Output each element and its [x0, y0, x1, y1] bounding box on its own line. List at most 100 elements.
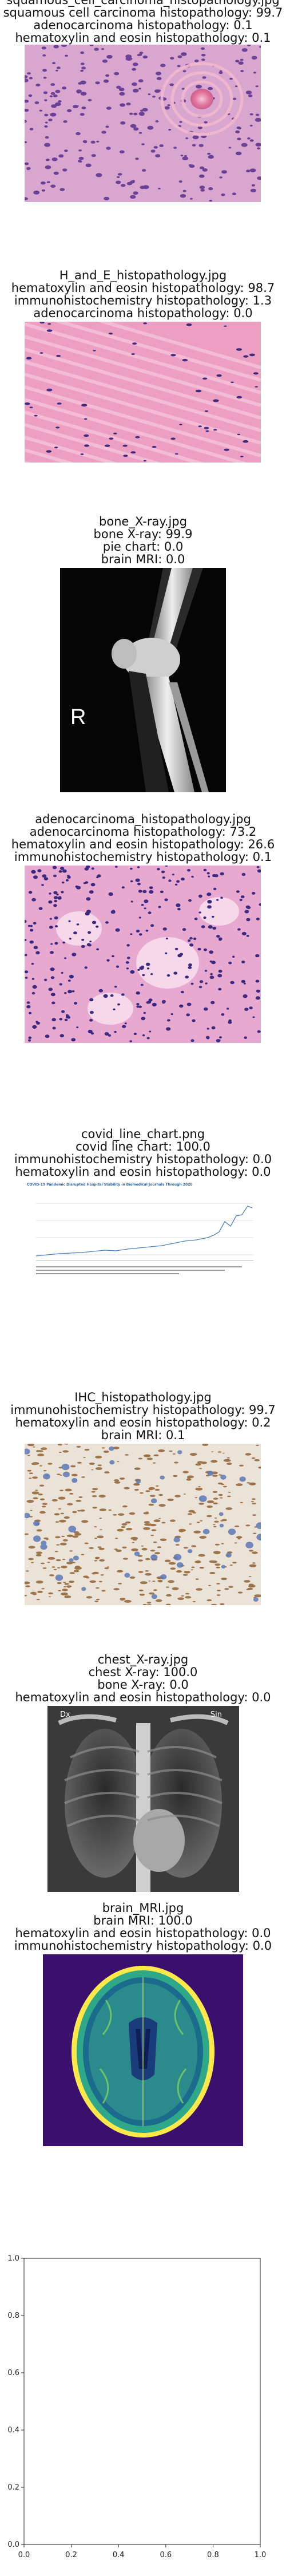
- nucleus-mark: [246, 935, 249, 937]
- nucleus-mark: [237, 137, 241, 141]
- nucleus-mark: [130, 970, 135, 974]
- nucleus-mark: [35, 1581, 43, 1584]
- nucleus-mark: [27, 924, 31, 927]
- nucleus-mark: [162, 876, 165, 879]
- y-tick-label: 0.2: [7, 2483, 19, 2492]
- nucleus-mark: [132, 180, 135, 182]
- nucleus-mark: [229, 1564, 233, 1566]
- nucleus-mark: [146, 1602, 152, 1604]
- panel-line-2: hematoxylin and eosin histopathology: 0.…: [15, 1926, 271, 1940]
- nucleus-mark: [32, 1446, 35, 1448]
- nucleus-mark: [86, 943, 91, 946]
- nucleus-mark: [253, 1597, 259, 1602]
- nucleus-mark: [165, 937, 168, 940]
- nucleus-mark: [57, 896, 62, 900]
- nucleus-mark: [210, 973, 213, 975]
- nucleus-mark: [149, 1030, 152, 1033]
- nucleus-mark: [221, 170, 227, 174]
- nucleus-mark: [61, 881, 65, 884]
- nucleus-mark: [63, 1586, 67, 1588]
- nucleus-mark: [124, 1487, 130, 1490]
- nucleus-mark: [166, 1027, 171, 1031]
- x-tick-label: 0.2: [65, 2551, 77, 2559]
- nucleus-mark: [41, 1588, 45, 1590]
- nucleus-mark: [256, 1534, 261, 1540]
- nucleus-mark: [228, 1021, 232, 1024]
- nucleus-mark: [227, 1463, 232, 1465]
- nucleus-mark: [170, 1013, 173, 1016]
- nucleus-mark: [114, 985, 117, 988]
- nucleus-mark: [194, 1497, 197, 1499]
- nucleus-mark: [257, 147, 260, 149]
- nucleus-mark: [153, 1541, 157, 1543]
- nucleus-mark: [74, 1532, 82, 1536]
- panel-filename: H_and_E_histopathology.jpg: [59, 268, 227, 282]
- nucleus-mark: [89, 998, 94, 1002]
- nucleus-mark: [195, 1578, 199, 1580]
- nucleus-mark: [201, 47, 205, 50]
- nucleus-mark: [219, 1512, 224, 1516]
- bone-xray-image: R: [60, 568, 226, 792]
- nucleus-mark: [187, 869, 190, 872]
- y-tick-label: 1.0: [7, 2254, 19, 2263]
- nucleus-mark: [142, 974, 145, 977]
- nucleus-mark: [204, 426, 209, 429]
- nucleus-mark: [121, 1526, 126, 1528]
- nucleus-mark: [53, 904, 57, 907]
- nucleus-mark: [201, 58, 205, 61]
- nucleus-mark: [26, 168, 30, 171]
- nucleus-mark: [106, 959, 110, 962]
- nucleus-mark: [145, 929, 149, 932]
- nucleus-mark: [68, 1581, 75, 1583]
- nucleus-mark: [58, 1590, 61, 1591]
- nucleus-mark: [176, 1570, 182, 1573]
- nucleus-mark: [46, 329, 53, 332]
- nucleus-mark: [143, 1012, 146, 1014]
- nucleus-mark: [32, 985, 37, 989]
- nucleus-mark: [59, 1034, 65, 1038]
- nucleus-mark: [142, 108, 148, 112]
- nucleus-mark: [55, 1559, 61, 1562]
- nucleus-mark: [25, 1581, 30, 1585]
- nucleus-mark: [67, 1586, 70, 1588]
- panel-filename: bone_X-ray.jpg: [99, 515, 187, 528]
- nucleus-mark: [31, 978, 35, 980]
- nucleus-mark: [50, 112, 57, 117]
- nucleus-mark: [143, 1454, 151, 1457]
- nucleus-mark: [29, 406, 33, 409]
- nucleus-mark: [81, 1554, 85, 1555]
- nucleus-mark: [164, 898, 168, 902]
- nucleus-mark: [146, 1001, 150, 1004]
- nucleus-mark: [48, 1592, 53, 1595]
- nucleus-mark: [126, 967, 129, 970]
- nucleus-mark: [216, 1590, 221, 1591]
- nucleus-mark: [55, 102, 61, 106]
- nucleus-mark: [57, 402, 62, 405]
- nucleus-mark: [207, 900, 212, 904]
- nucleus-mark: [169, 1562, 176, 1565]
- nucleus-mark: [221, 1564, 226, 1568]
- nucleus-mark: [238, 61, 244, 65]
- nucleus-mark: [206, 1505, 213, 1508]
- nucleus-mark: [209, 950, 213, 954]
- nucleus-mark: [255, 143, 261, 147]
- nucleus-mark: [61, 891, 64, 894]
- nucleus-mark: [104, 196, 110, 200]
- nucleus-mark: [185, 1596, 192, 1599]
- nucleus-mark: [197, 126, 202, 129]
- nucleus-mark: [189, 164, 195, 168]
- nucleus-mark: [259, 903, 261, 906]
- nucleus-mark: [166, 1586, 169, 1588]
- nucleus-mark: [98, 1547, 105, 1550]
- nucleus-mark: [91, 1469, 94, 1471]
- panel-line-2: immunohistochemistry histopathology: 1.3: [14, 294, 272, 307]
- nucleus-mark: [61, 1566, 67, 1568]
- nucleus-mark: [154, 1552, 161, 1555]
- nucleus-mark: [173, 1554, 182, 1560]
- nucleus-mark: [186, 323, 192, 326]
- nucleus-mark: [189, 1523, 192, 1525]
- nucleus-mark: [64, 1583, 69, 1585]
- nucleus-mark: [96, 1558, 99, 1559]
- nucleus-mark: [133, 1539, 137, 1541]
- nucleus-mark: [161, 870, 165, 874]
